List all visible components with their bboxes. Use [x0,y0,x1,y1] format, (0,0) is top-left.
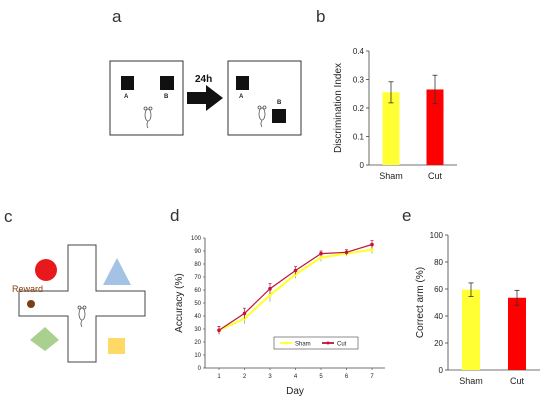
x-tick-label-sham: Sham [379,171,403,181]
panel-b-letter: b [316,7,325,26]
object-a-before-label: A [124,94,129,100]
y-tick-label: 30 [194,327,201,333]
mouse-maze-icon [77,305,87,328]
triangle-cue [103,258,131,285]
panel-a: a A B 24h A B [109,7,302,136]
arrow-icon [187,85,223,111]
x-axis-label: Day [286,386,304,397]
y-tick-label: 10 [194,353,201,359]
reward-icon [27,300,35,308]
y-tick-label: 40 [434,312,443,321]
legend-label-cut: Cut [337,342,347,348]
legend-label-sham: Sham [295,342,311,348]
x-tick-label: 3 [268,374,272,380]
panel-e-letter: e [402,206,411,225]
panel-d-letter: d [170,206,179,225]
bar-cut [508,297,526,370]
plus-maze [18,244,146,363]
object-a-after [236,76,249,90]
point-sham [370,247,374,252]
x-tick-label-cut: Cut [428,171,443,181]
y-tick-label: 100 [430,231,444,240]
x-tick-label-cut: Cut [510,376,525,386]
series-line-cut [218,243,373,331]
diamond-cue [30,327,59,351]
x-tick-label: 4 [294,374,298,380]
bar-sham [462,289,480,370]
legend: Sham Cut [273,336,359,350]
bar-sham [382,92,400,165]
y-axis-label: Discrimination Index [333,63,344,153]
x-tick-label: 7 [370,374,374,380]
point-sham [319,255,323,260]
y-tick-label: 20 [194,340,201,346]
y-tick-label: 0.4 [353,47,365,56]
point-sham [242,316,247,321]
point-cut [217,328,221,333]
object-b-before [160,76,174,90]
y-tick-label: 0.2 [353,104,365,113]
x-tick-label: 2 [243,374,247,380]
legend-marker-sham [284,341,288,345]
series-line-sham [218,248,373,332]
panel-a-letter: a [112,7,122,26]
reward-label: Reward [12,284,43,294]
point-cut [319,251,323,256]
object-a-after-label: A [239,94,244,100]
panel-c-letter: c [4,207,13,226]
point-sham [268,293,272,298]
panel-c: c Reward [4,207,146,363]
arrow-label: 24h [195,74,212,85]
chart-d: d 0 10 20 30 40 50 60 70 80 90 100 1 2 3 4 5 6 7 Sham Cut Acc… [170,206,385,397]
chart-b: b 0 0.1 0.2 0.3 0.4 Sham Cut Discrimination Inde… [316,7,457,181]
x-tick-label: 6 [345,374,349,380]
y-tick-label: 60 [434,285,443,294]
y-tick-label: 0 [439,366,444,375]
legend-box [273,336,359,350]
y-tick-label: 0.1 [353,133,365,142]
y-tick-label: 80 [194,262,201,268]
point-cut [293,268,298,273]
point-cut [370,242,374,247]
y-tick-label: 80 [434,258,443,267]
y-axis-label: Correct arm (%) [415,267,426,338]
y-tick-label: 50 [194,301,201,307]
point-cut [242,311,247,316]
object-a-before [121,76,134,90]
mouse-after-icon [257,105,267,128]
y-tick-label: 0.3 [353,76,365,85]
y-tick-label: 0 [360,161,365,170]
point-cut [268,286,272,291]
square-cue [108,338,125,354]
y-axis-label: Accuracy (%) [174,273,185,332]
bar-cut [426,89,444,165]
y-tick-label: 70 [194,275,201,281]
circle-cue [35,259,57,281]
y-tick-label: 0 [198,366,202,372]
x-tick-label-sham: Sham [459,376,483,386]
object-b-before-label: B [164,94,169,100]
y-tick-label: 20 [434,339,443,348]
point-cut [344,250,349,255]
arena-after [227,60,302,136]
y-tick-label: 100 [191,236,202,242]
y-tick-label: 90 [194,249,201,255]
object-b-after-label: B [277,100,282,106]
legend-marker-cut [326,341,330,345]
chart-e: e 0 20 40 60 80 100 Sham Cut Correct arm (%) [402,206,540,386]
mouse-before-icon [143,106,153,129]
arena-before [109,60,184,136]
y-tick-label: 60 [194,288,201,294]
y-tick-label: 40 [194,314,201,320]
object-b-after [272,109,286,123]
x-tick-label: 1 [217,374,221,380]
point-sham [293,272,298,277]
x-tick-label: 5 [319,374,323,380]
